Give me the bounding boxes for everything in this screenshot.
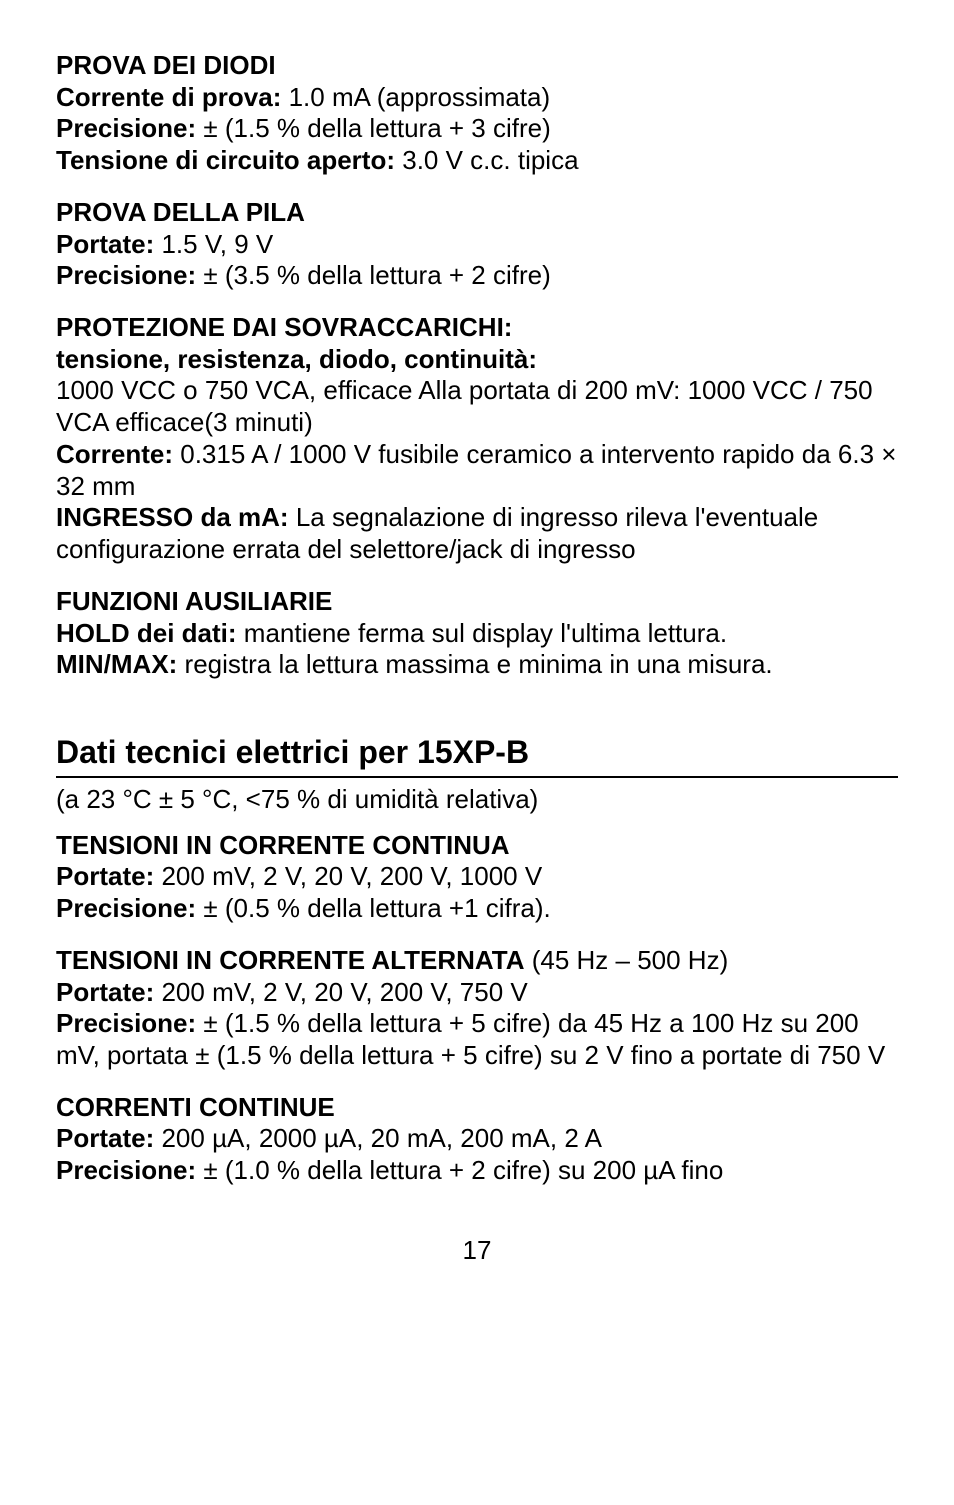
section-funzioni-ausiliarie: FUNZIONI AUSILIARIE HOLD dei dati: manti… bbox=[56, 586, 898, 681]
section-correnti-continue: CORRENTI CONTINUE Portate: 200 µA, 2000 … bbox=[56, 1092, 898, 1187]
spec-line: Precisione: ± (1.0 % della lettura + 2 c… bbox=[56, 1155, 898, 1187]
spec-line: Precisione: ± (1.5 % della lettura + 3 c… bbox=[56, 113, 898, 145]
spec-value: mantiene ferma sul display l'ultima lett… bbox=[237, 618, 728, 648]
spec-label: Precisione: bbox=[56, 1008, 196, 1038]
spec-line: Corrente: 0.315 A / 1000 V fusibile cera… bbox=[56, 439, 898, 502]
spec-line: HOLD dei dati: mantiene ferma sul displa… bbox=[56, 618, 898, 650]
section-prova-diodi: PROVA DEI DIODI Corrente di prova: 1.0 m… bbox=[56, 50, 898, 177]
spec-line: Portate: 1.5 V, 9 V bbox=[56, 229, 898, 261]
section-heading: PROTEZIONE DAI SOVRACCARICHI: bbox=[56, 312, 898, 344]
spec-value: 3.0 V c.c. tipica bbox=[395, 145, 579, 175]
spec-value: ± (0.5 % della lettura +1 cifra). bbox=[196, 893, 551, 923]
spec-value: ± (1.5 % della lettura + 3 cifre) bbox=[196, 113, 551, 143]
spec-label: MIN/MAX: bbox=[56, 649, 177, 679]
section-tensioni-ca: TENSIONI IN CORRENTE ALTERNATA (45 Hz – … bbox=[56, 945, 898, 1072]
spec-label: Precisione: bbox=[56, 260, 196, 290]
spec-value: 200 mV, 2 V, 20 V, 200 V, 750 V bbox=[154, 977, 527, 1007]
section-tensioni-cc: TENSIONI IN CORRENTE CONTINUA Portate: 2… bbox=[56, 830, 898, 925]
spec-value: 1000 VCC o 750 VCA, efficace Alla portat… bbox=[56, 375, 898, 438]
spec-value: ± (1.0 % della lettura + 2 cifre) su 200… bbox=[196, 1155, 723, 1185]
spec-line: Portate: 200 µA, 2000 µA, 20 mA, 200 mA,… bbox=[56, 1123, 898, 1155]
spec-line: Portate: 200 mV, 2 V, 20 V, 200 V, 1000 … bbox=[56, 861, 898, 893]
spec-line: Corrente di prova: 1.0 mA (approssimata) bbox=[56, 82, 898, 114]
page-number: 17 bbox=[56, 1235, 898, 1267]
spec-line: Precisione: ± (3.5 % della lettura + 2 c… bbox=[56, 260, 898, 292]
section-heading: CORRENTI CONTINUE bbox=[56, 1092, 898, 1124]
heading-suffix: (45 Hz – 500 Hz) bbox=[524, 945, 728, 975]
spec-label: Corrente: bbox=[56, 439, 173, 469]
spec-value: 1.5 V, 9 V bbox=[154, 229, 273, 259]
spec-label: Portate: bbox=[56, 977, 154, 1007]
spec-value: 200 mV, 2 V, 20 V, 200 V, 1000 V bbox=[154, 861, 542, 891]
section-heading: PROVA DEI DIODI bbox=[56, 50, 898, 82]
spec-line: INGRESSO da mA: La segnalazione di ingre… bbox=[56, 502, 898, 565]
spec-label: HOLD dei dati: bbox=[56, 618, 237, 648]
section-heading: TENSIONI IN CORRENTE ALTERNATA (45 Hz – … bbox=[56, 945, 898, 977]
spec-line: Tensione di circuito aperto: 3.0 V c.c. … bbox=[56, 145, 898, 177]
spec-line: Precisione: ± (0.5 % della lettura +1 ci… bbox=[56, 893, 898, 925]
spec-value: registra la lettura massima e minima in … bbox=[177, 649, 772, 679]
spec-label: Portate: bbox=[56, 229, 154, 259]
spec-label: Precisione: bbox=[56, 893, 196, 923]
spec-label: Tensione di circuito aperto: bbox=[56, 145, 395, 175]
subtitle: (a 23 °C ± 5 °C, <75 % di umidità relati… bbox=[56, 784, 898, 816]
heading-text: TENSIONI IN CORRENTE ALTERNATA bbox=[56, 945, 524, 975]
spec-value: 200 µA, 2000 µA, 20 mA, 200 mA, 2 A bbox=[154, 1123, 602, 1153]
section-prova-pila: PROVA DELLA PILA Portate: 1.5 V, 9 V Pre… bbox=[56, 197, 898, 292]
spec-line: Portate: 200 mV, 2 V, 20 V, 200 V, 750 V bbox=[56, 977, 898, 1009]
page-title: Dati tecnici elettrici per 15XP-B bbox=[56, 733, 898, 778]
spec-value: 0.315 A / 1000 V fusibile ceramico a int… bbox=[56, 439, 896, 501]
spec-label: Corrente di prova: bbox=[56, 82, 281, 112]
spec-line: Precisione: ± (1.5 % della lettura + 5 c… bbox=[56, 1008, 898, 1071]
spec-value: ± (3.5 % della lettura + 2 cifre) bbox=[196, 260, 551, 290]
section-heading: PROVA DELLA PILA bbox=[56, 197, 898, 229]
section-protezione: PROTEZIONE DAI SOVRACCARICHI: tensione, … bbox=[56, 312, 898, 566]
spec-line: MIN/MAX: registra la lettura massima e m… bbox=[56, 649, 898, 681]
spec-label: Precisione: bbox=[56, 1155, 196, 1185]
spec-value: 1.0 mA (approssimata) bbox=[281, 82, 550, 112]
section-heading: TENSIONI IN CORRENTE CONTINUA bbox=[56, 830, 898, 862]
spec-label: Portate: bbox=[56, 861, 154, 891]
spec-label: INGRESSO da mA: bbox=[56, 502, 289, 532]
spec-label: Portate: bbox=[56, 1123, 154, 1153]
spec-label: tensione, resistenza, diodo, continuità: bbox=[56, 344, 898, 376]
spec-label: Precisione: bbox=[56, 113, 196, 143]
section-heading: FUNZIONI AUSILIARIE bbox=[56, 586, 898, 618]
